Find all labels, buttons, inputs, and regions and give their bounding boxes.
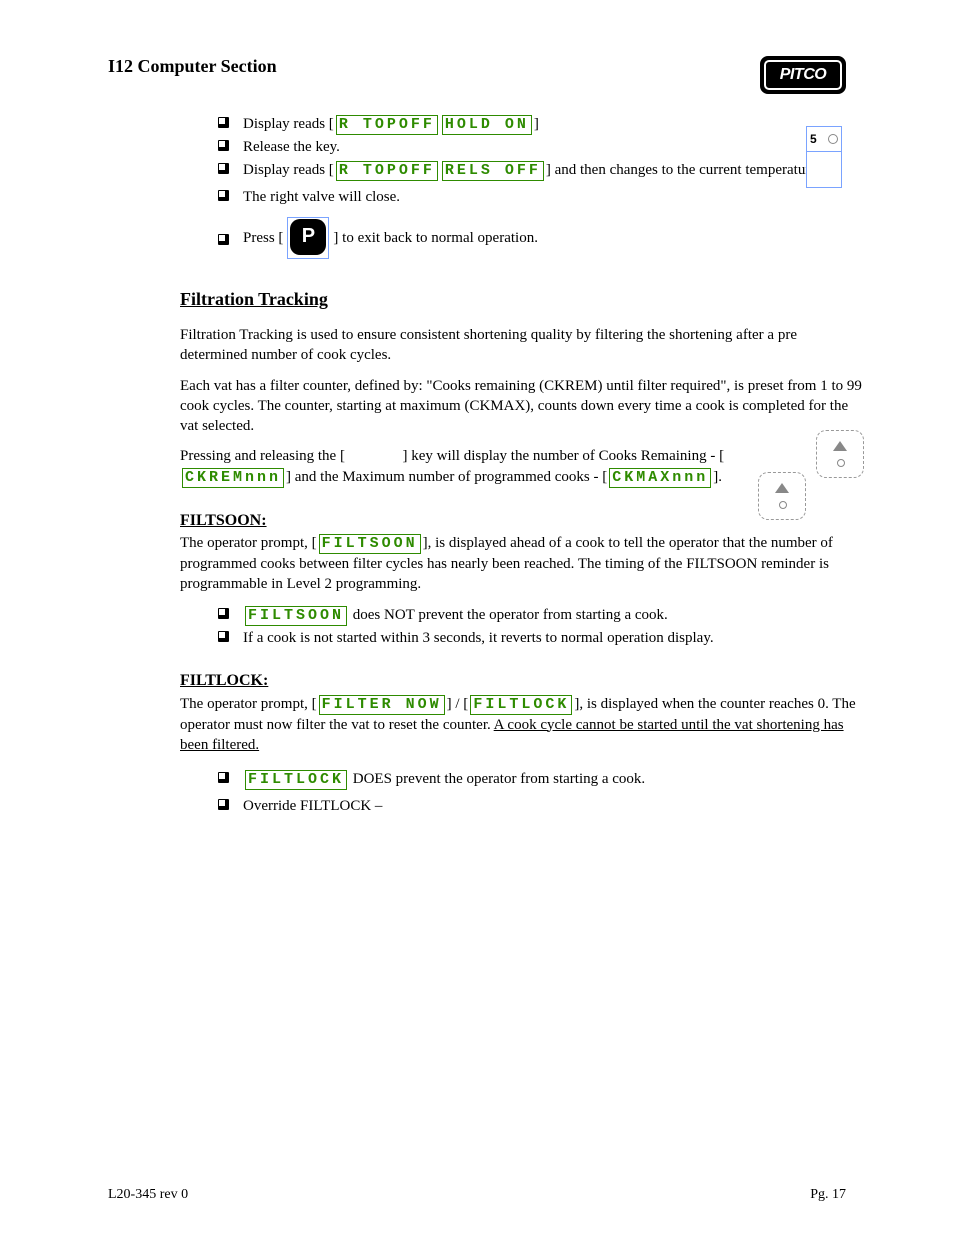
bullet-icon xyxy=(218,631,229,642)
lcd-display: FILTLOCK xyxy=(245,770,347,790)
text-fragment: ]. xyxy=(713,469,722,485)
bullet-text: FILTLOCK DOES prevent the operator from … xyxy=(243,769,645,790)
bullet-row: Release the key. xyxy=(218,137,864,157)
paragraph: Filtration Tracking is used to ensure co… xyxy=(180,325,864,366)
text-fragment: ] xyxy=(534,116,539,132)
page-header-title: I12 Computer Section xyxy=(108,54,864,78)
paragraph-filtlock: FILTLOCK: xyxy=(180,670,864,692)
bullet-icon xyxy=(218,234,229,245)
lcd-display: FILTER NOW xyxy=(319,695,445,715)
bullet-icon xyxy=(218,140,229,151)
paragraph: The operator prompt, [FILTER NOW] / [FIL… xyxy=(180,694,864,756)
bullet-text: Press [ P ] to exit back to normal opera… xyxy=(243,217,538,259)
section-heading-filtration: Filtration Tracking xyxy=(180,287,864,311)
text-fragment: DOES prevent the operator from starting … xyxy=(349,771,645,787)
lcd-display: FILTSOON xyxy=(319,534,421,554)
paragraph: The operator prompt, [FILTSOON], is disp… xyxy=(180,533,864,595)
paragraph: Each vat has a filter counter, defined b… xyxy=(180,376,864,437)
footer-right: Pg. 17 xyxy=(810,1186,846,1205)
bullet-row: Display reads [R TOPOFFHOLD ON] xyxy=(218,114,864,135)
brand-logo-text: PITCO xyxy=(780,64,826,86)
page-footer: L20-345 rev 0 Pg. 17 xyxy=(108,1186,846,1205)
footer-left: L20-345 rev 0 xyxy=(108,1186,188,1205)
filter-key-top: 5 xyxy=(807,127,841,152)
bullet-icon xyxy=(218,772,229,783)
text-fragment: ] to exit back to normal operation. xyxy=(333,228,538,248)
bullet-row: The right valve will close. xyxy=(218,187,864,207)
bullet-text: If a cook is not started within 3 second… xyxy=(243,628,714,648)
lcd-display: CKMAXnnn xyxy=(609,468,711,488)
bullet-text: Display reads [R TOPOFFRELS OFF] and the… xyxy=(243,160,821,181)
bullet-row: Override FILTLOCK – xyxy=(218,796,864,816)
bullet-text: Release the key. xyxy=(243,137,340,157)
bullet-text: FILTSOON does NOT prevent the operator f… xyxy=(243,605,668,626)
bullet-text: The right valve will close. xyxy=(243,187,400,207)
bullet-row: Press [ P ] to exit back to normal opera… xyxy=(218,217,864,259)
text-fragment: Display reads [ xyxy=(243,116,334,132)
bullet-icon xyxy=(218,163,229,174)
bullet-icon xyxy=(218,190,229,201)
text-fragment: ] key will display the number of Cooks R… xyxy=(402,448,724,464)
filter-key-badge: 5 xyxy=(806,126,842,188)
text-fragment: The operator prompt, [ xyxy=(180,696,317,712)
text-fragment: Pressing and releasing the [ xyxy=(180,448,345,464)
bullet-row: If a cook is not started within 3 second… xyxy=(218,628,864,648)
lcd-display: RELS OFF xyxy=(442,161,544,181)
p-key-icon: P xyxy=(287,217,329,259)
text-fragment: Display reads [ xyxy=(243,162,334,178)
bullet-icon xyxy=(218,799,229,810)
subheading-filtlock: FILTLOCK: xyxy=(180,672,268,689)
lcd-display: CKREMnnn xyxy=(182,468,284,488)
arrow-key-icon xyxy=(816,430,864,478)
text-fragment: ] and then changes to the current temper… xyxy=(546,162,821,178)
text-fragment: CKMAX xyxy=(469,398,525,414)
bullet-icon xyxy=(218,117,229,128)
paragraph: Pressing and releasing the [ ] key will … xyxy=(180,446,864,487)
bullet-row: Display reads [R TOPOFFRELS OFF] and the… xyxy=(218,160,864,181)
text-fragment: ] and the Maximum number of programmed c… xyxy=(286,469,607,485)
subheading-filtsoon: FILTSOON: xyxy=(180,512,267,529)
text-fragment: The operator prompt, [ xyxy=(180,535,317,551)
lcd-display: R TOPOFF xyxy=(336,161,438,181)
filter-key-number: 5 xyxy=(810,131,817,147)
text-fragment: Each vat has a filter counter, defined b… xyxy=(180,378,544,394)
bullet-text: Display reads [R TOPOFFHOLD ON] xyxy=(243,114,539,135)
arrow-key-icon xyxy=(758,472,806,520)
bullet-row: FILTLOCK DOES prevent the operator from … xyxy=(218,769,864,790)
bullet-row: FILTSOON does NOT prevent the operator f… xyxy=(218,605,864,626)
lcd-display: FILTSOON xyxy=(245,606,347,626)
lcd-display: HOLD ON xyxy=(442,115,532,135)
lcd-display: R TOPOFF xyxy=(336,115,438,135)
p-key-label: P xyxy=(302,223,315,250)
text-fragment: does NOT prevent the operator from start… xyxy=(349,607,668,623)
brand-logo: PITCO xyxy=(760,56,846,94)
bullet-text: Override FILTLOCK – xyxy=(243,796,382,816)
text-fragment: ] / [ xyxy=(447,696,469,712)
filter-key-led-icon xyxy=(828,134,838,144)
bullet-icon xyxy=(218,608,229,619)
brand-logo-inner: PITCO xyxy=(764,60,842,90)
text-fragment: CKREM xyxy=(544,378,597,394)
lcd-display: FILTLOCK xyxy=(470,695,572,715)
text-fragment: Press [ xyxy=(243,228,283,248)
